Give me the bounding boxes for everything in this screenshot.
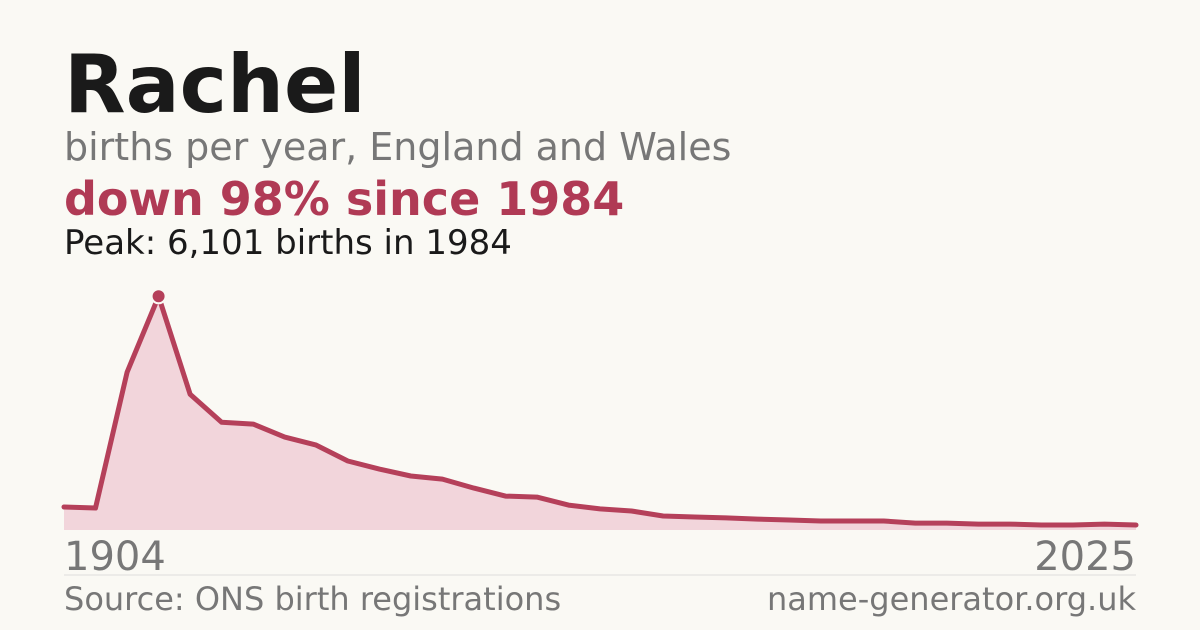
area [64, 296, 1136, 530]
peak-note: Peak: 6,101 births in 1984 [64, 223, 512, 263]
source: Source: ONS birth registrations [64, 580, 561, 618]
site: name-generator.org.uk [767, 580, 1136, 618]
headline: down 98% since 1984 [64, 172, 624, 226]
x-tick-label: 1904 [64, 534, 166, 580]
name-title: Rachel [64, 38, 366, 131]
peak-marker [150, 288, 167, 305]
line [61, 293, 1139, 528]
plot: 1904 2025 [61, 288, 1139, 580]
x-tick-label: 2025 [1034, 534, 1136, 580]
subtitle: births per year, England and Wales [64, 125, 731, 169]
